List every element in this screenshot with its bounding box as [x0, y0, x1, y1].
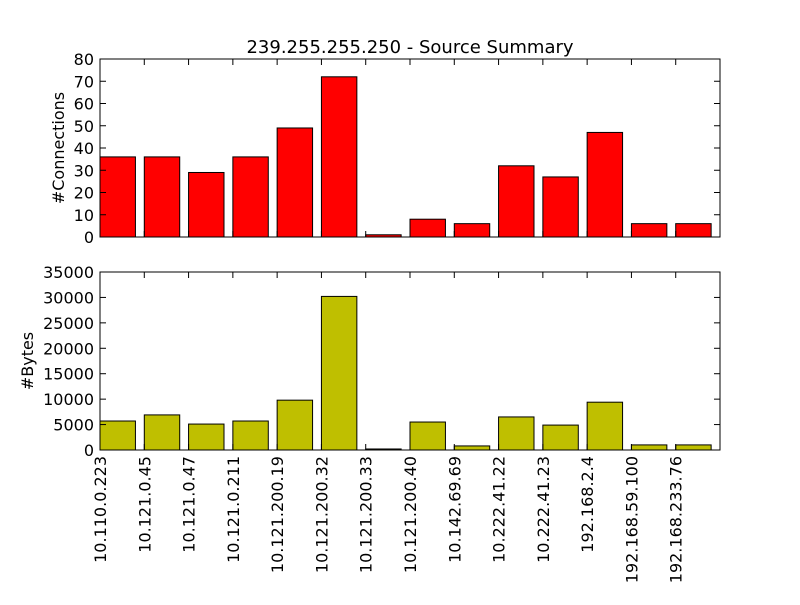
- bytes-bar: [630, 444, 668, 451]
- x-tick-label: 10.222.41.23: [534, 456, 553, 563]
- connections-y-tick-label: 60: [74, 95, 94, 114]
- bytes-bar: [586, 401, 624, 451]
- x-tick-label: 10.121.0.47: [180, 456, 199, 553]
- bytes-bar: [188, 423, 225, 451]
- x-tick-label: 10.121.200.33: [357, 456, 376, 573]
- connections-bar: [586, 131, 624, 238]
- connections-bar: [188, 171, 225, 238]
- bytes-bar: [453, 445, 491, 451]
- connections-bar: [409, 218, 446, 238]
- bytes-bar: [232, 420, 269, 451]
- chart-title: 239.255.255.250 - Source Summary: [246, 37, 573, 58]
- x-tick-label: 192.168.2.4: [578, 456, 597, 553]
- bytes-bar: [143, 414, 181, 451]
- connections-bar: [498, 165, 535, 238]
- bytes-y-tick-label: 0: [84, 441, 94, 460]
- bytes-panel: 0 5000 10000 15000 20000 25000 30000 35000 10.11…: [18, 263, 721, 583]
- bytes-bar: [498, 416, 535, 451]
- bytes-bar: [276, 399, 314, 451]
- connections-bar: [320, 76, 358, 238]
- connections-y-tick-label: 50: [74, 117, 94, 136]
- bytes-bar: [675, 444, 712, 451]
- connections-bar: [276, 127, 314, 238]
- connections-bar: [99, 156, 136, 238]
- bytes-y-tick-label: 30000: [43, 288, 94, 307]
- connections-panel: 0 10 20 30 40 50 60 70 80 #Connections: [49, 50, 721, 247]
- connections-y-tick-label: 10: [74, 206, 94, 225]
- x-tick-label: 10.222.41.22: [490, 456, 509, 563]
- connections-y-axis-label: #Connections: [49, 92, 68, 204]
- bytes-y-tick-label: 25000: [43, 314, 94, 333]
- bytes-bar: [542, 424, 579, 451]
- x-tick-label: 10.121.200.40: [401, 456, 420, 573]
- bytes-y-axis-label: #Bytes: [18, 332, 37, 390]
- connections-y-tick-label: 0: [84, 228, 94, 247]
- connections-bar: [675, 223, 712, 238]
- connections-y-tick-label: 30: [74, 161, 94, 180]
- x-tick-label: 10.121.0.45: [135, 456, 154, 553]
- bytes-bar: [320, 295, 358, 451]
- connections-y-tick-label: 40: [74, 139, 94, 158]
- bytes-y-tick-label: 5000: [53, 416, 94, 435]
- connections-bar: [630, 223, 668, 238]
- connections-bar: [453, 223, 491, 238]
- x-tick-label: 10.121.0.211: [224, 456, 243, 563]
- x-tick-label: 10.121.200.19: [268, 456, 287, 573]
- connections-bar: [143, 156, 181, 238]
- connections-y-tick-label: 80: [74, 50, 94, 69]
- bytes-y-tick-label: 10000: [43, 390, 94, 409]
- x-tick-label: 10.110.0.223: [91, 456, 110, 563]
- x-tick-label: 10.121.200.32: [312, 456, 331, 573]
- connections-bar: [232, 156, 269, 238]
- x-tick-label: 10.142.69.69: [445, 456, 464, 563]
- bytes-y-tick-label: 20000: [43, 339, 94, 358]
- bytes-y-tick-label: 15000: [43, 365, 94, 384]
- connections-y-tick-label: 70: [74, 72, 94, 91]
- bytes-bar: [99, 420, 136, 451]
- connections-y-tick-label: 20: [74, 184, 94, 203]
- bytes-y-tick-label: 35000: [43, 263, 94, 282]
- bytes-bar: [409, 421, 446, 451]
- x-tick-label: 192.168.233.76: [667, 456, 686, 583]
- x-tick-label: 192.168.59.100: [622, 456, 641, 583]
- connections-bar: [542, 176, 579, 238]
